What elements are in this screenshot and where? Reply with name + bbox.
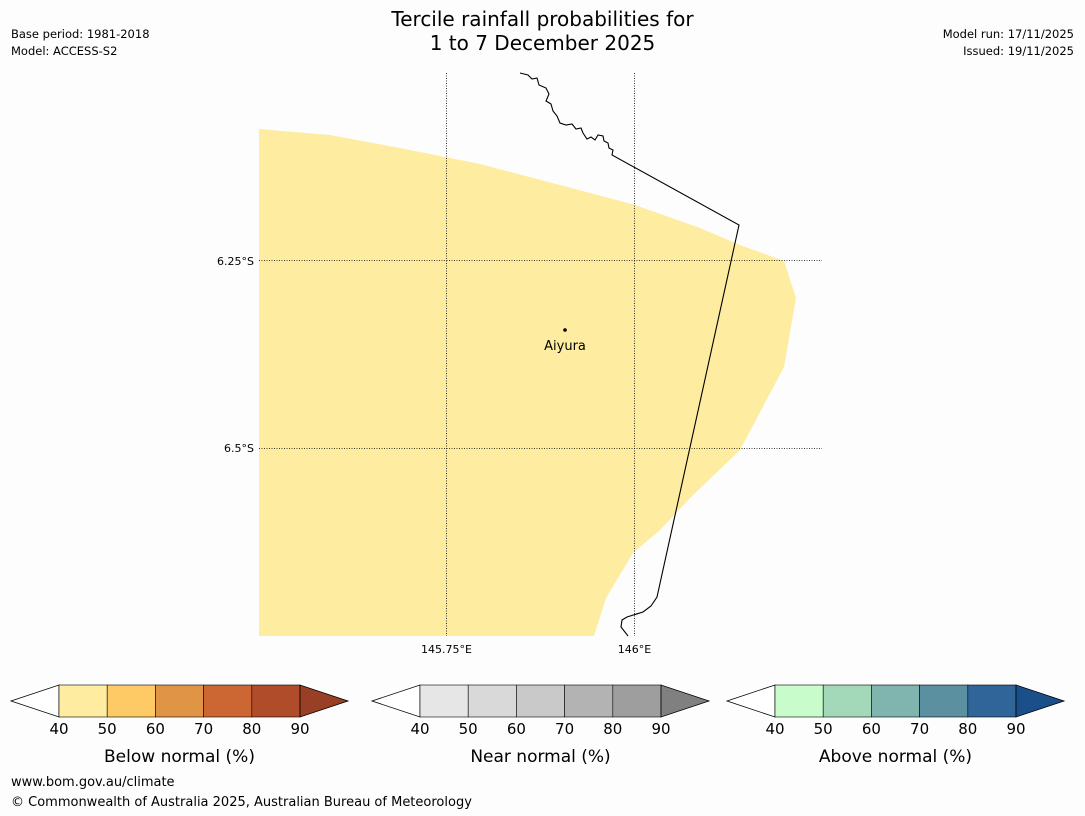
lon-label-146: 146°E xyxy=(618,643,651,656)
near-normal-tick-label: 70 xyxy=(555,720,574,738)
below-normal-color-box-5 xyxy=(251,684,301,718)
below-normal-under-triangle xyxy=(9,684,60,718)
lon-label-145-75: 145.75°E xyxy=(421,643,472,656)
above-normal-colorbar: 40 50 60 70 80 90 Above normal (%) xyxy=(725,684,1066,767)
place-label-aiyura: Aiyura xyxy=(544,339,586,354)
above-normal-color-box-4 xyxy=(919,684,969,718)
model-run-text: Model run: 17/11/2025 xyxy=(942,27,1074,41)
above-normal-tick-label: 90 xyxy=(1006,720,1025,738)
aiyura-location-dot xyxy=(563,328,567,332)
near-normal-legend-label: Near normal (%) xyxy=(470,747,610,767)
near-normal-color-box-4 xyxy=(564,684,614,718)
below-normal-tick-label: 40 xyxy=(49,720,68,738)
near-normal-colorbar: 40 50 60 70 80 90 Near normal (%) xyxy=(370,684,711,767)
near-normal-color-box-5 xyxy=(612,684,662,718)
issued-text: Issued: 19/11/2025 xyxy=(963,44,1074,58)
lat-label-6-25: 6.25°S xyxy=(217,255,254,268)
above-normal-tick-label: 40 xyxy=(765,720,784,738)
model-text: Model: ACCESS-S2 xyxy=(11,44,118,58)
title-line-1: Tercile rainfall probabilities for xyxy=(391,7,694,31)
above-normal-color-box-2 xyxy=(822,684,872,718)
above-normal-color-box-1 xyxy=(774,684,824,718)
near-normal-color-box-2 xyxy=(467,684,517,718)
map-title: Tercile rainfall probabilities for 1 to … xyxy=(0,7,1085,55)
colorbar-legends: 40 50 60 70 80 90 Below normal (%) 40 50 60 70 80 90… xyxy=(9,684,1066,767)
above-normal-tick-label: 60 xyxy=(862,720,881,738)
below-normal-legend-label: Below normal (%) xyxy=(104,747,255,767)
above-normal-color-box-5 xyxy=(967,684,1017,718)
near-normal-tick-label: 90 xyxy=(651,720,670,738)
footer-copyright: © Commonwealth of Australia 2025, Austra… xyxy=(11,795,472,810)
near-normal-tick-label: 50 xyxy=(459,720,478,738)
near-normal-tick-label: 80 xyxy=(603,720,622,738)
above-normal-tick-label: 70 xyxy=(910,720,929,738)
below-normal-shaded-region xyxy=(259,129,796,636)
title-line-2: 1 to 7 December 2025 xyxy=(429,31,656,55)
near-normal-tick-label: 40 xyxy=(410,720,429,738)
below-normal-over-triangle xyxy=(299,684,350,718)
near-normal-tick-label: 60 xyxy=(507,720,526,738)
above-normal-over-triangle xyxy=(1015,684,1066,718)
below-normal-tick-label: 60 xyxy=(146,720,165,738)
above-normal-under-triangle xyxy=(725,684,776,718)
below-normal-color-box-2 xyxy=(106,684,156,718)
above-normal-tick-label: 50 xyxy=(814,720,833,738)
coastline-border xyxy=(519,72,740,637)
above-normal-color-box-3 xyxy=(871,684,920,718)
near-normal-color-box-3 xyxy=(516,684,565,718)
base-period-text: Base period: 1981-2018 xyxy=(11,27,150,41)
below-normal-color-box-4 xyxy=(203,684,253,718)
below-normal-tick-label: 80 xyxy=(242,720,261,738)
below-normal-color-box-3 xyxy=(155,684,204,718)
below-normal-colorbar: 40 50 60 70 80 90 Below normal (%) xyxy=(9,684,350,767)
lat-label-6-5: 6.5°S xyxy=(224,442,254,455)
meta-right: Model run: 17/11/2025 Issued: 19/11/2025 xyxy=(943,26,1074,60)
below-normal-tick-label: 70 xyxy=(194,720,213,738)
near-normal-color-box-1 xyxy=(419,684,469,718)
above-normal-legend-label: Above normal (%) xyxy=(819,747,972,767)
below-normal-color-box-1 xyxy=(58,684,108,718)
above-normal-tick-label: 80 xyxy=(958,720,977,738)
footer-url: www.bom.gov.au/climate xyxy=(11,775,175,790)
below-normal-tick-label: 90 xyxy=(290,720,309,738)
meta-left: Base period: 1981-2018 Model: ACCESS-S2 xyxy=(11,26,150,60)
below-normal-tick-label: 50 xyxy=(98,720,117,738)
near-normal-under-triangle xyxy=(370,684,421,718)
near-normal-over-triangle xyxy=(660,684,711,718)
